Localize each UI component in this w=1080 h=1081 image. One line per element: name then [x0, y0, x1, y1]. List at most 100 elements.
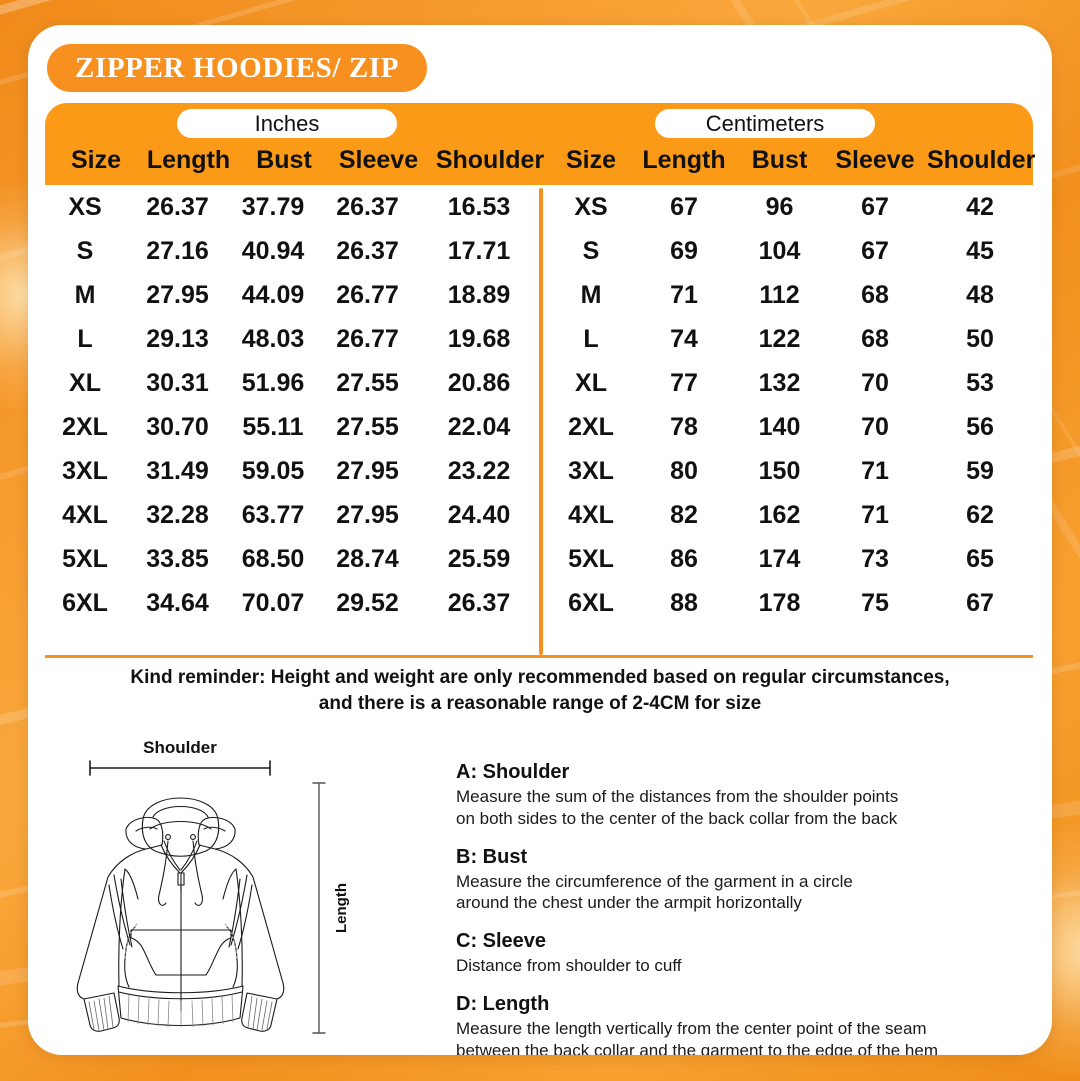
cell-shoulder: 56: [966, 412, 994, 441]
cell-size: L: [77, 324, 93, 353]
cell-bust: 162: [758, 500, 801, 529]
cell-length: 27.95: [146, 280, 209, 309]
size-table-body: XS 26.37 37.79 26.37 16.53 S 27.16 40.94 26.37 17…: [45, 185, 1033, 655]
cell-bust: 44.09: [241, 280, 305, 309]
cell-sleeve: 26.77: [336, 280, 399, 309]
cell-size: M: [74, 280, 96, 309]
cell-sleeve: 71: [861, 456, 889, 485]
cell-length: 32.28: [146, 500, 209, 529]
cell-bust: 37.79: [241, 192, 305, 221]
cell-shoulder: 53: [966, 368, 994, 397]
length-dimension-line: [312, 782, 326, 1034]
column-headers-inches: Size Length Bust Sleeve Shoulder: [56, 139, 550, 181]
column-header-length: Length: [642, 145, 726, 174]
cell-length: 86: [670, 544, 698, 573]
instruction-title: A: Shoulder: [456, 761, 570, 783]
cell-shoulder: 26.37: [447, 588, 511, 617]
cell-bust: 112: [759, 280, 800, 309]
cell-sleeve: 68: [861, 324, 889, 353]
cell-shoulder: 18.89: [447, 280, 511, 309]
cell-size: 3XL: [62, 456, 108, 485]
reminder-line-2: and there is a reasonable range of 2-4CM…: [318, 692, 762, 714]
cell-sleeve: 70: [861, 368, 889, 397]
cell-length: 30.70: [146, 412, 209, 441]
cell-sleeve: 26.37: [336, 192, 399, 221]
table-row: 6XL 88 178 75 67: [539, 581, 1033, 625]
instruction-text: Measure the sum of the distances from th…: [456, 787, 899, 806]
cell-size: 5XL: [62, 544, 108, 573]
column-header-size: Size: [565, 145, 617, 174]
cell-bust: 55.11: [242, 412, 304, 441]
cell-size: 4XL: [62, 500, 108, 529]
table-row: L 74 122 68 50: [539, 317, 1033, 361]
cell-sleeve: 26.77: [336, 324, 399, 353]
table-row: XL 77 132 70 53: [539, 361, 1033, 405]
cell-length: 29.13: [146, 324, 209, 353]
cell-size: S: [582, 236, 600, 265]
cell-shoulder: 24.40: [447, 500, 511, 529]
cell-length: 80: [670, 456, 698, 485]
cell-bust: 59.05: [241, 456, 305, 485]
cell-sleeve: 29.52: [336, 588, 399, 617]
unit-label-centimeters: Centimeters: [705, 110, 825, 136]
content-card: ZIPPER HOODIES/ ZIP Inches Centimeters S…: [28, 25, 1052, 1055]
table-row: M 27.95 44.09 26.77 18.89: [45, 273, 539, 317]
cell-bust: 132: [758, 368, 801, 397]
cell-sleeve: 75: [861, 588, 889, 617]
cell-shoulder: 19.68: [447, 324, 511, 353]
cell-size: 4XL: [568, 500, 614, 529]
column-header-bust: Bust: [751, 145, 808, 174]
cell-size: M: [580, 280, 602, 309]
cell-length: 77: [670, 368, 698, 397]
cell-sleeve: 26.37: [336, 236, 399, 265]
cell-length: 82: [670, 500, 698, 529]
unit-pill-centimeters: Centimeters: [655, 109, 875, 138]
cell-length: 78: [670, 412, 698, 441]
cell-length: 69: [670, 236, 698, 265]
reminder-line-1: Kind reminder: Height and weight are onl…: [130, 667, 950, 688]
cell-length: 27.16: [146, 236, 209, 265]
instruction-title: B: Bust: [456, 845, 528, 868]
cell-shoulder: 42: [966, 192, 994, 221]
table-row: M 71 112 68 48: [539, 273, 1033, 317]
instruction-list: A: Shoulder Measure the sum of the distan…: [456, 761, 1036, 1055]
instruction-block: C: Sleeve Distance from shoulder to cuff: [456, 930, 1036, 977]
kind-reminder: Kind reminder: Height and weight are onl…: [58, 665, 1022, 716]
measurement-guide: Shoulder Length A: Shoulder Measure the s…: [28, 733, 1052, 1055]
instruction-text: on both sides to the center of the back …: [456, 808, 898, 828]
table-bottom-rule: [45, 655, 1033, 658]
instruction-title: D: Length: [456, 992, 550, 1015]
column-header-sleeve: Sleeve: [835, 145, 915, 174]
instruction-text: between the back collar and the garment …: [456, 1040, 938, 1056]
cell-shoulder: 45: [966, 236, 994, 265]
cell-size: XL: [69, 368, 101, 397]
table-row: XS 67 96 67 42: [539, 185, 1033, 229]
instruction-block: A: Shoulder Measure the sum of the distan…: [456, 761, 1036, 830]
cell-length: 74: [670, 324, 698, 353]
cell-size: 2XL: [62, 412, 108, 441]
instruction-text: Measure the length vertically from the c…: [456, 1018, 927, 1038]
cell-shoulder: 23.22: [447, 456, 511, 485]
table-row: 3XL 80 150 71 59: [539, 449, 1033, 493]
column-header-size: Size: [70, 145, 122, 174]
page-title: ZIPPER HOODIES/ ZIP: [75, 51, 400, 84]
table-row: 2XL 30.70 55.11 27.55 22.04: [45, 405, 539, 449]
chart-title-pill: ZIPPER HOODIES/ ZIP: [47, 44, 428, 92]
cell-bust: 122: [758, 324, 801, 353]
instruction-text: Distance from shoulder to cuff: [456, 956, 682, 975]
table-row: 6XL 34.64 70.07 29.52 26.37: [45, 581, 539, 625]
table-row: 3XL 31.49 59.05 27.95 23.22: [45, 449, 539, 493]
cell-sleeve: 27.55: [336, 368, 399, 397]
column-header-shoulder: Shoulder: [435, 145, 545, 174]
length-label: Length: [333, 883, 350, 933]
cell-sleeve: 67: [861, 236, 889, 265]
table-row: 2XL 78 140 70 56: [539, 405, 1033, 449]
cell-sleeve: 27.95: [336, 456, 399, 485]
cell-shoulder: 20.86: [447, 368, 511, 397]
shoulder-label: Shoulder: [143, 738, 217, 757]
cell-size: XS: [68, 192, 102, 221]
column-header-length: Length: [146, 145, 231, 174]
column-header-bust: Bust: [256, 145, 312, 174]
cell-size: 2XL: [568, 412, 614, 441]
